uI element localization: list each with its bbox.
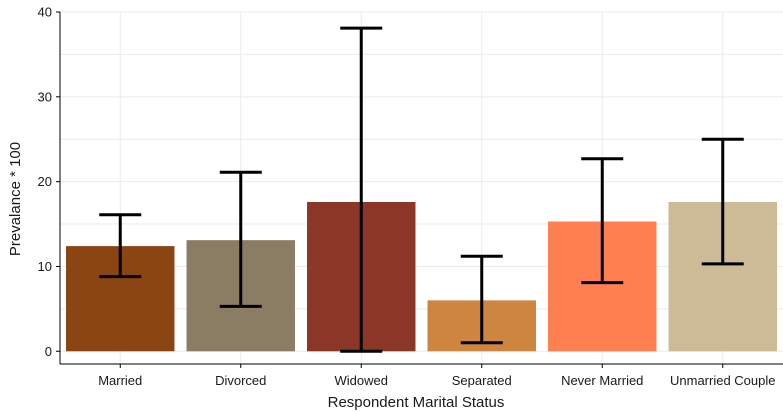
x-axis-title: Respondent Marital Status — [328, 394, 505, 411]
error-bar-widowed — [340, 26, 383, 353]
error-bar-married — [99, 213, 142, 279]
error-bars — [99, 26, 744, 353]
error-bar-separated — [460, 254, 503, 345]
x-tick-label-never-married: Never Married — [561, 373, 643, 388]
y-tick-label: 30 — [38, 89, 52, 104]
axes: 0 10 20 30 40 Married Divorced Widowed Separated… — [38, 5, 783, 388]
y-axis-title: Prevalance * 100 — [7, 142, 24, 256]
x-tick-label-married: Married — [98, 373, 142, 388]
x-tick-label-separated: Separated — [452, 373, 512, 388]
y-tick-label: 0 — [45, 344, 52, 359]
x-tick-label-widowed: Widowed — [335, 373, 388, 388]
y-tick-label: 40 — [38, 5, 52, 20]
x-tick-label-unmarried-couple: Unmarried Couple — [670, 373, 776, 388]
error-bar-never-married — [581, 157, 624, 285]
error-bar-unmarried-couple — [701, 137, 744, 266]
y-tick-label: 10 — [38, 259, 52, 274]
y-tick-label: 20 — [38, 174, 52, 189]
x-tick-label-divorced: Divorced — [215, 373, 266, 388]
error-bar-divorced — [219, 170, 262, 308]
